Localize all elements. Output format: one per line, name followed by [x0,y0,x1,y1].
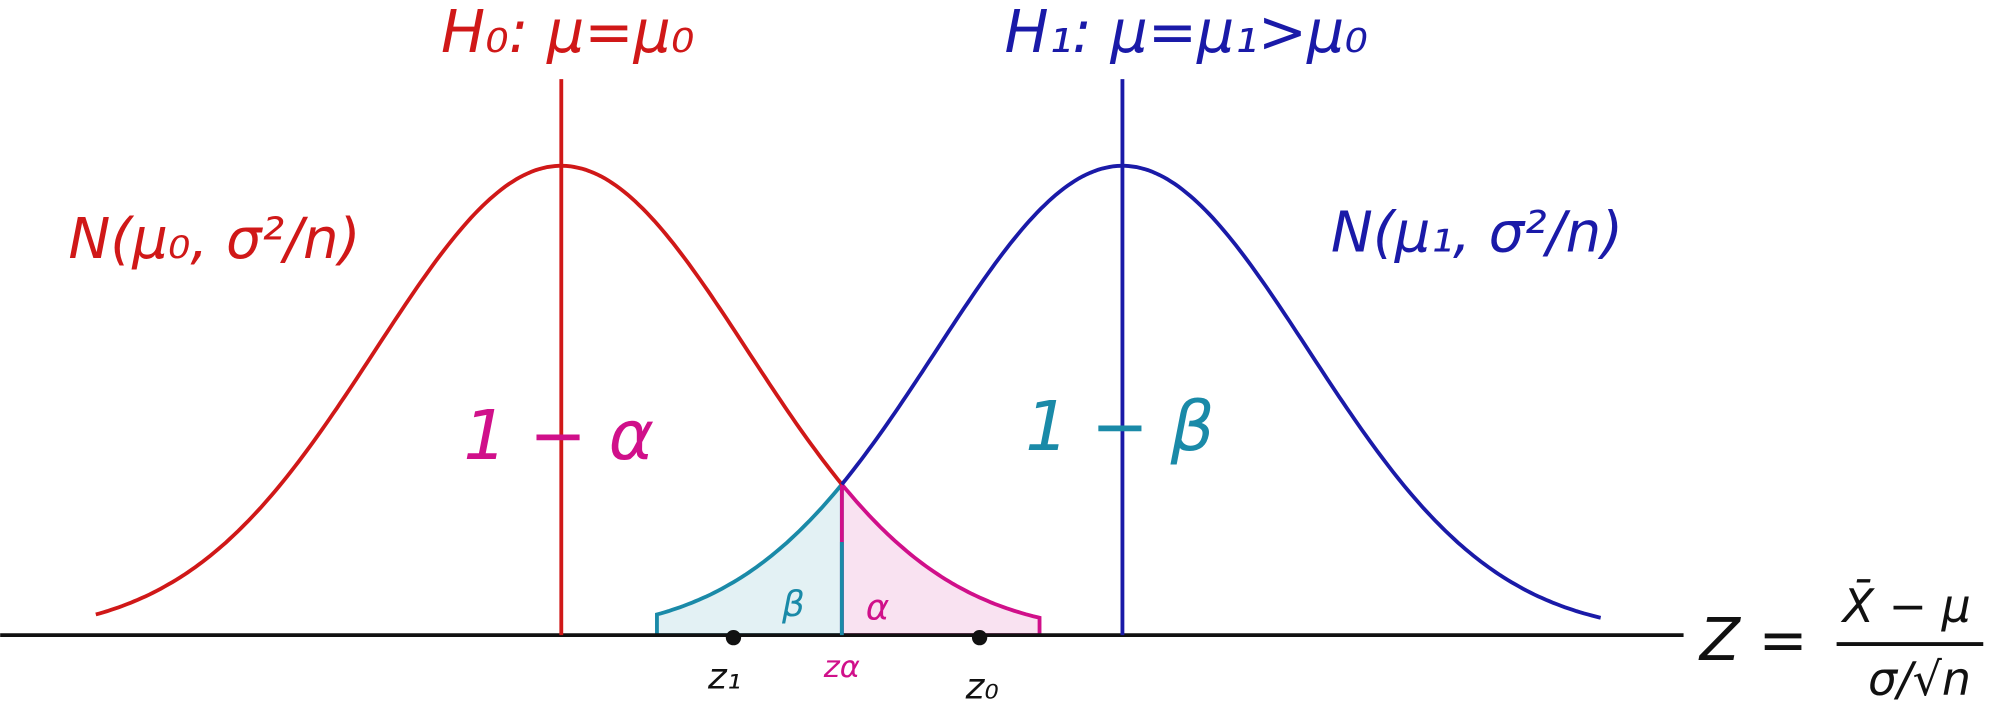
shapes [95,163,1602,638]
alpha-label: α [866,588,890,629]
z0-label: z₀ [965,667,999,708]
formula-denominator: σ/√n [1868,652,1971,706]
alt-hypothesis: H₁: μ=μ₁>μ₀ [1005,0,1368,66]
alpha-region [839,479,1042,638]
beta-label: β [781,584,805,625]
z0-point [971,630,988,646]
null-curve [95,163,844,617]
z-alpha-label: zα [823,650,860,685]
z1-label: z₁ [707,656,741,697]
alt-distribution: N(μ₁, σ²/n) [1331,201,1623,266]
z1-point [725,630,742,646]
alt-curve [840,163,1602,620]
one-minus-beta: 1 − β [1025,387,1214,467]
null-hypothesis: H₀: μ=μ₀ [441,0,694,66]
beta-region [655,479,844,638]
one-minus-alpha: 1 − α [463,396,654,476]
formula-numerator: X̄ − μ [1841,579,1971,633]
null-distribution: N(μ₀, σ²/n) [68,207,360,272]
formula-lhs: Z = [1698,606,1808,674]
